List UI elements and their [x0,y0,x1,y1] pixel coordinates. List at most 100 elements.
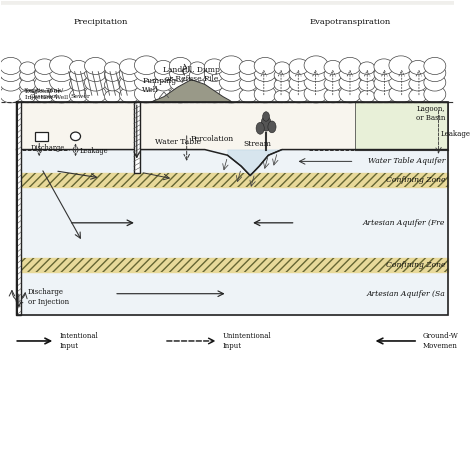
Ellipse shape [50,56,73,74]
Ellipse shape [274,90,290,103]
Text: Unintentional
Input: Unintentional Input [223,332,272,349]
Text: Stream: Stream [243,140,272,148]
Ellipse shape [424,74,446,91]
Text: Confining Zone: Confining Zone [386,176,445,184]
Text: Discharge: Discharge [30,144,64,152]
Ellipse shape [35,75,55,91]
Ellipse shape [409,67,427,82]
Ellipse shape [239,67,257,82]
Text: Lagoon,
or Basin: Lagoon, or Basin [416,105,445,122]
Ellipse shape [374,66,394,82]
Ellipse shape [135,56,158,74]
Ellipse shape [359,90,375,103]
Ellipse shape [424,64,446,82]
Ellipse shape [304,63,328,82]
Ellipse shape [289,59,309,74]
Ellipse shape [219,84,243,103]
Ellipse shape [254,74,276,91]
Ellipse shape [19,69,36,82]
Text: Evapotranspiration: Evapotranspiration [310,18,391,26]
Text: Discharge
or Injection: Discharge or Injection [28,288,69,306]
Ellipse shape [389,63,413,82]
Ellipse shape [274,78,290,91]
Ellipse shape [304,73,328,91]
Ellipse shape [35,87,55,103]
Ellipse shape [104,62,120,74]
Ellipse shape [339,86,361,103]
Ellipse shape [119,75,139,91]
Ellipse shape [0,86,22,103]
Ellipse shape [189,69,205,82]
Ellipse shape [169,86,191,103]
Ellipse shape [339,64,361,82]
Ellipse shape [50,63,73,82]
Ellipse shape [324,67,342,82]
Ellipse shape [84,64,107,82]
Ellipse shape [19,62,36,74]
Ellipse shape [135,84,158,103]
Bar [134,102,140,173]
Ellipse shape [424,86,446,103]
Text: Leakage: Leakage [79,147,108,155]
Ellipse shape [324,77,342,91]
Ellipse shape [374,87,394,103]
Text: Leakage: Leakage [441,130,471,138]
Ellipse shape [219,56,243,74]
Ellipse shape [204,75,224,91]
Ellipse shape [254,86,276,103]
Ellipse shape [261,116,271,131]
Ellipse shape [389,73,413,91]
Text: Confining Zone: Confining Zone [386,261,445,269]
Ellipse shape [35,59,55,74]
Text: Precipitation: Precipitation [73,18,128,26]
Ellipse shape [239,60,257,74]
Bar [17,173,447,187]
Ellipse shape [204,59,224,74]
Ellipse shape [155,89,173,103]
Text: Artesian Aquifer (Fre: Artesian Aquifer (Fre [363,219,445,227]
Ellipse shape [324,60,342,74]
Ellipse shape [374,59,394,74]
Ellipse shape [304,84,328,103]
Bar [35,132,48,141]
Text: Artesian Aquifer (Sa: Artesian Aquifer (Sa [366,290,445,298]
Ellipse shape [189,90,205,103]
Bar [17,102,447,315]
Bar [17,102,447,150]
Ellipse shape [289,66,309,82]
Ellipse shape [274,69,290,82]
Ellipse shape [155,77,173,91]
Ellipse shape [304,56,328,74]
Text: Disposal or
Injection Well: Disposal or Injection Well [25,89,68,100]
Ellipse shape [19,78,36,91]
Ellipse shape [0,64,22,82]
Ellipse shape [239,77,257,91]
Ellipse shape [359,62,375,74]
Ellipse shape [424,57,446,74]
Text: Water Table: Water Table [155,138,201,146]
Bar [0,0,454,102]
Ellipse shape [119,87,139,103]
Ellipse shape [84,57,107,74]
Ellipse shape [289,75,309,91]
Ellipse shape [254,64,276,82]
Text: Percolation: Percolation [191,135,234,143]
Ellipse shape [268,121,276,133]
Ellipse shape [254,57,276,74]
Ellipse shape [155,60,173,74]
Text: Ground-W
Movemen: Ground-W Movemen [423,332,458,349]
Ellipse shape [189,78,205,91]
Bar [355,102,447,150]
Ellipse shape [289,87,309,103]
Text: Landfill, Dump
or Refuse Pile: Landfill, Dump or Refuse Pile [163,66,219,83]
Ellipse shape [70,77,88,91]
Ellipse shape [155,67,173,82]
Ellipse shape [71,132,81,141]
Text: Pumping
Well: Pumping Well [142,77,176,94]
Ellipse shape [339,57,361,74]
Ellipse shape [204,87,224,103]
Ellipse shape [374,75,394,91]
Bar [0,5,454,102]
Bar [17,258,447,273]
Bar [17,258,447,273]
